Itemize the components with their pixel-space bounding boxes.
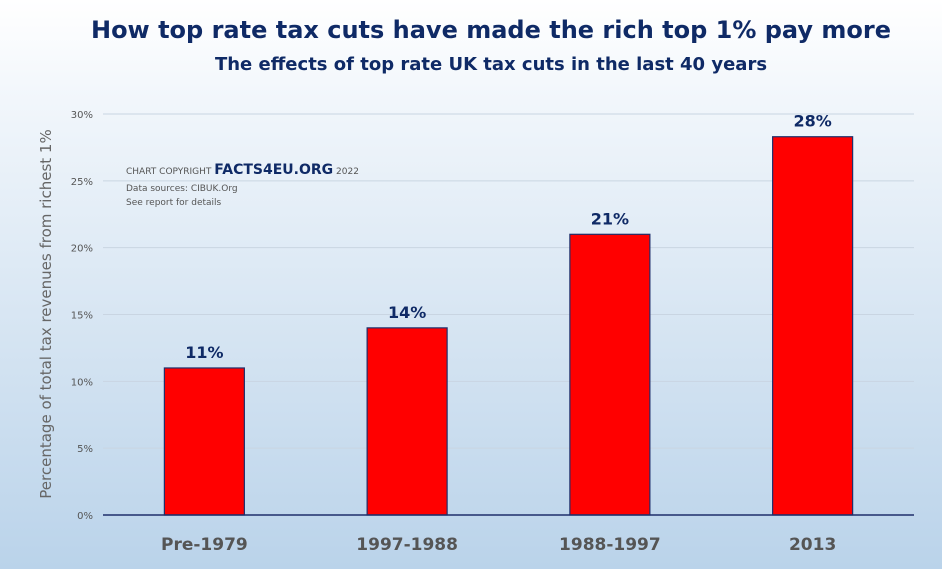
brand-name: FACTS4EU.ORG — [214, 162, 334, 178]
y-tick-label: 25% — [71, 177, 93, 188]
y-tick-label: 30% — [71, 110, 93, 121]
data-sources-note: Data sources: CIBUK.Org — [126, 184, 238, 194]
y-tick-label: 15% — [71, 311, 93, 322]
chart-subtitle: The effects of top rate UK tax cuts in t… — [214, 54, 768, 75]
bar — [163, 367, 245, 516]
data-label: 14% — [388, 303, 426, 322]
y-tick-label: 5% — [77, 444, 93, 455]
copyright-annotation: CHART COPYRIGHT FACTS4EU.ORG 2022 Data s… — [126, 161, 359, 210]
data-label: 28% — [793, 112, 831, 131]
y-tick-labels: 0% 5% 10% 15% 20% 25% 30% — [71, 110, 93, 522]
y-axis-label: Percentage of total tax revenues from ri… — [37, 129, 55, 498]
copyright-prefix: CHART COPYRIGHT — [126, 167, 212, 177]
data-label: 21% — [591, 209, 629, 228]
data-labels: 11% 14% 21% 28% — [185, 112, 832, 362]
copyright-year: 2022 — [336, 167, 359, 177]
report-note: See report for details — [126, 198, 222, 208]
y-tick-label: 20% — [71, 244, 93, 255]
x-category-label: 2013 — [789, 535, 836, 555]
bar — [366, 327, 448, 516]
y-tick-label: 10% — [71, 377, 93, 388]
x-category-label: 1988-1997 — [559, 535, 661, 555]
chart-title: How top rate tax cuts have made the rich… — [90, 16, 891, 44]
bars — [163, 136, 854, 516]
x-category-label: 1997-1988 — [356, 535, 458, 555]
copyright-line: CHART COPYRIGHT FACTS4EU.ORG 2022 — [126, 161, 359, 182]
data-label: 11% — [185, 343, 223, 362]
bar — [772, 136, 854, 516]
x-category-label: Pre-1979 — [161, 535, 248, 555]
bar — [569, 233, 651, 516]
y-tick-label: 0% — [77, 511, 93, 522]
x-category-labels: Pre-1979 1997-1988 1988-1997 2013 — [161, 535, 836, 555]
